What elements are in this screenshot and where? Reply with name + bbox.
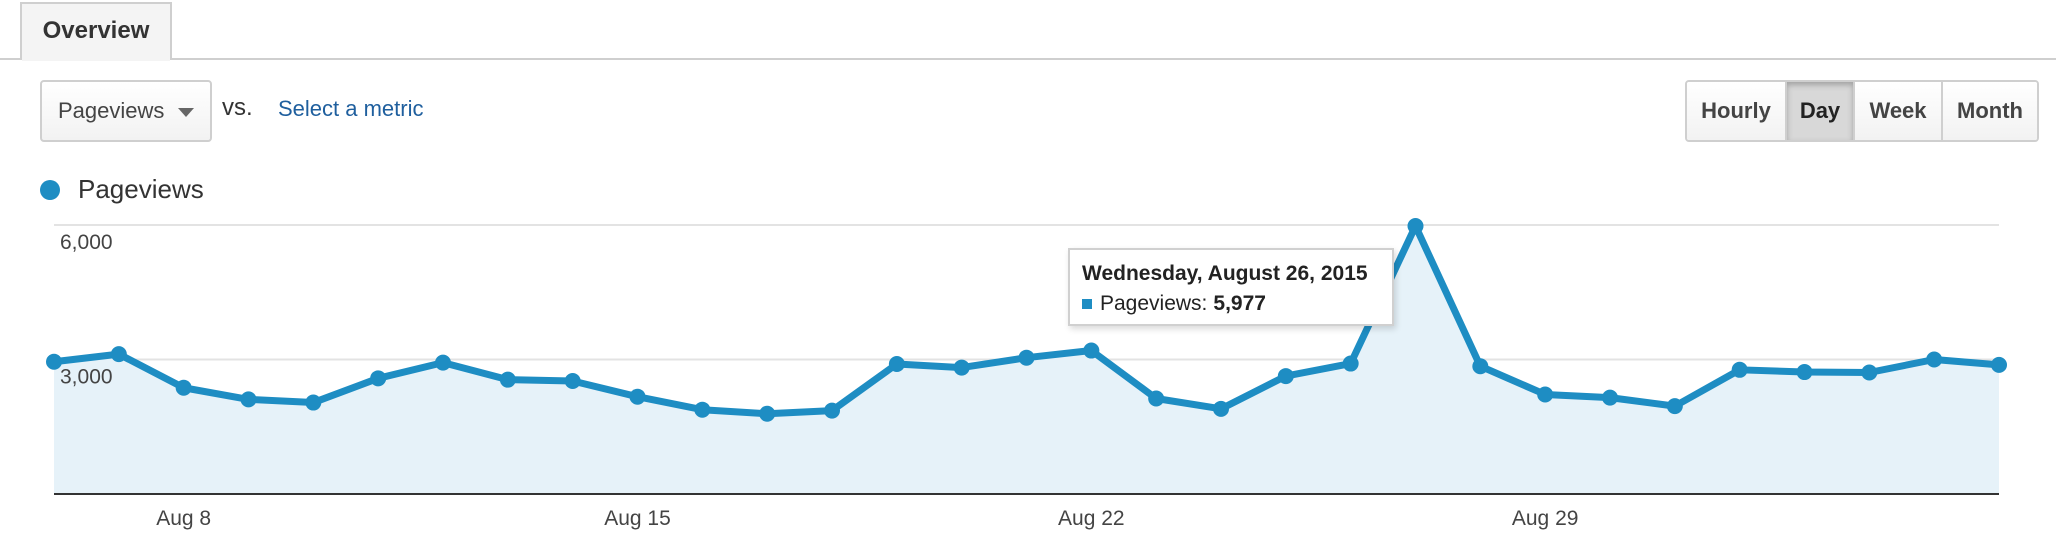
legend-label: Pageviews <box>78 174 204 204</box>
data-point <box>435 354 451 371</box>
tab-bar: Overview <box>0 0 2056 61</box>
data-point <box>1277 368 1294 385</box>
period-toggle-group: Hourly Day Week Month <box>1685 80 2039 142</box>
data-point <box>1926 351 1943 368</box>
data-point <box>175 379 192 396</box>
data-point <box>694 401 711 418</box>
tooltip-date: Wednesday, August 26, 2015 <box>1082 262 1368 285</box>
data-point <box>824 402 840 419</box>
period-month-button[interactable]: Month <box>1943 82 2037 140</box>
data-point <box>1537 386 1554 403</box>
vs-label: vs. <box>222 94 253 121</box>
data-point <box>46 353 62 370</box>
legend-dot-icon <box>40 179 60 200</box>
data-point <box>110 346 127 363</box>
chart-tooltip: Wednesday, August 26, 2015 Pageviews: 5,… <box>1068 248 1394 326</box>
data-point <box>1472 358 1489 375</box>
tab-overview[interactable]: Overview <box>20 2 172 61</box>
metric-select-value: Pageviews <box>58 98 165 123</box>
data-point <box>1991 356 2007 373</box>
data-point <box>1796 364 1813 381</box>
data-point <box>953 359 970 376</box>
data-point <box>1407 218 1424 235</box>
data-point <box>629 388 646 405</box>
data-point <box>370 370 387 387</box>
period-week-button[interactable]: Week <box>1855 82 1943 140</box>
data-point <box>1861 364 1878 381</box>
chart-legend: Pageviews <box>40 174 204 205</box>
x-tick-label: Aug 8 <box>156 507 211 530</box>
period-day-button[interactable]: Day <box>1787 82 1855 140</box>
data-point <box>759 405 776 422</box>
data-point <box>1666 398 1683 415</box>
tooltip-value: 5,977 <box>1213 292 1266 315</box>
y-tick-label: 6,000 <box>60 231 113 254</box>
select-metric-link[interactable]: Select a metric <box>278 96 424 121</box>
data-point <box>1018 349 1035 366</box>
x-tick-label: Aug 29 <box>1512 507 1579 530</box>
data-point <box>499 371 516 388</box>
data-point <box>1083 342 1100 359</box>
data-point <box>1731 361 1748 378</box>
x-tick-label: Aug 22 <box>1058 507 1125 530</box>
data-point <box>1342 355 1359 372</box>
data-point <box>305 394 322 411</box>
chevron-down-icon <box>178 108 194 117</box>
data-point <box>888 355 905 372</box>
data-point <box>1148 390 1165 407</box>
data-point <box>1602 389 1618 406</box>
data-point <box>564 373 581 390</box>
x-tick-label: Aug 15 <box>604 507 671 530</box>
tooltip-series-label: Pageviews: <box>1100 292 1208 315</box>
tooltip-swatch-icon <box>1082 299 1092 309</box>
data-point <box>240 391 257 408</box>
y-tick-label: 3,000 <box>60 366 113 389</box>
metric-select[interactable]: Pageviews <box>40 80 212 142</box>
period-hourly-button[interactable]: Hourly <box>1687 82 1787 140</box>
data-point <box>1213 400 1229 417</box>
